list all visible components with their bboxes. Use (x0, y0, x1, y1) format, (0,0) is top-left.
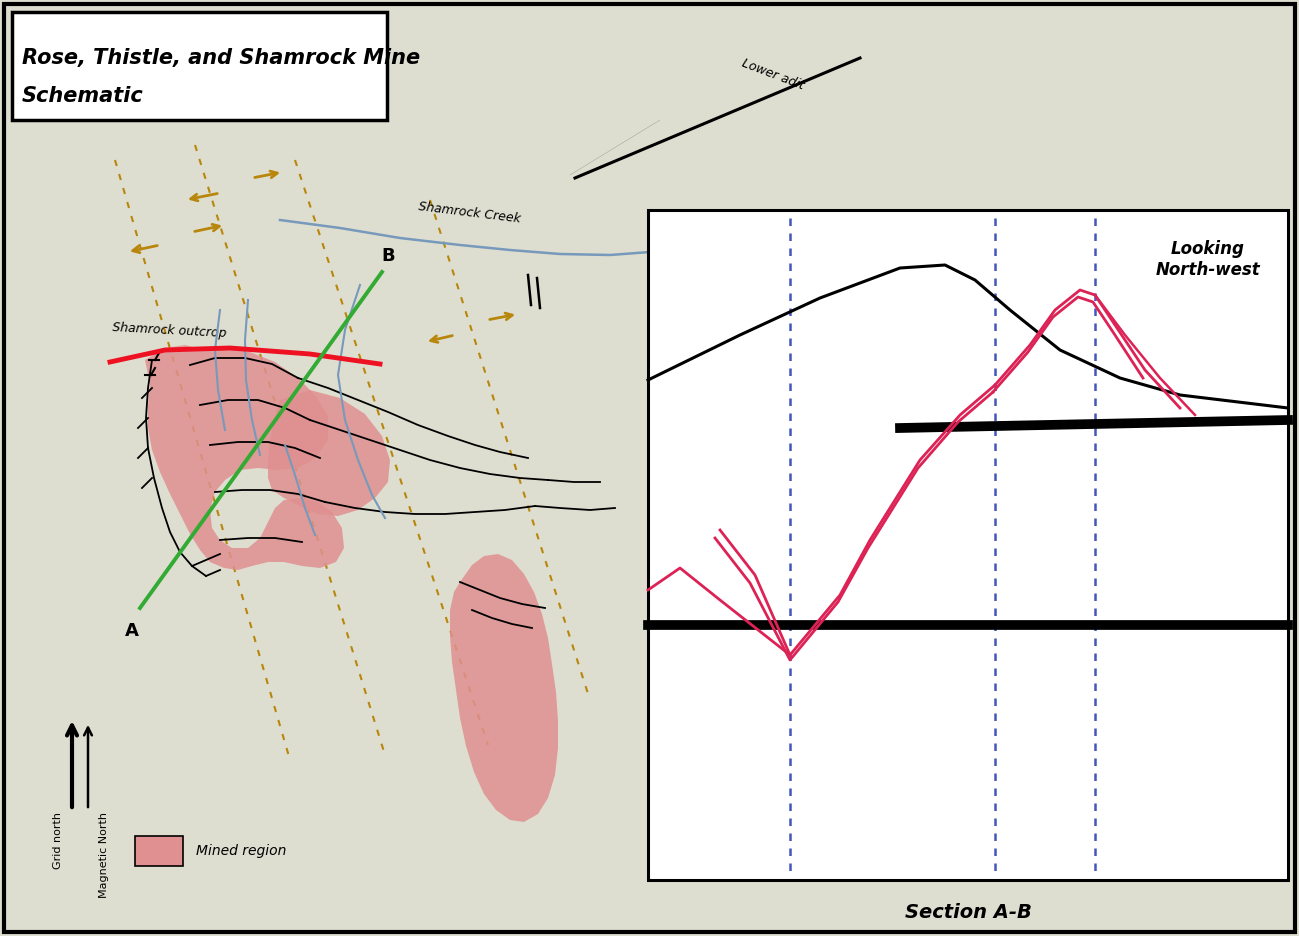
Text: A: A (125, 622, 139, 640)
Text: Surface: Surface (703, 250, 757, 285)
Text: Looking
North-west: Looking North-west (1155, 240, 1260, 279)
Text: Rose, Thistle, and Shamrock Mine: Rose, Thistle, and Shamrock Mine (22, 48, 420, 68)
Text: Shamrock Reef: Shamrock Reef (834, 465, 903, 555)
Text: Shamrock Creek: Shamrock Creek (418, 200, 522, 226)
Bar (135, 836, 183, 866)
Polygon shape (449, 554, 559, 822)
Text: B: B (381, 247, 395, 265)
Text: Landtax Reef: Landtax Reef (1035, 328, 1085, 413)
Bar (12, 12, 387, 120)
Text: Section A-B: Section A-B (904, 902, 1031, 922)
Text: Mined region: Mined region (196, 844, 286, 858)
Text: Grid north: Grid north (53, 812, 62, 869)
Text: Magnetic North: Magnetic North (99, 812, 109, 898)
Text: Shamrock outcrop: Shamrock outcrop (112, 321, 227, 340)
Text: Schematic: Schematic (22, 86, 144, 106)
Text: Lower adit: Lower adit (740, 56, 805, 92)
Text: Syncline: Syncline (783, 816, 796, 872)
Polygon shape (268, 390, 390, 516)
Text: Anticline: Anticline (989, 814, 1002, 872)
Polygon shape (145, 345, 344, 570)
Bar (648, 210, 1289, 880)
Text: Syncline: Syncline (1089, 816, 1102, 872)
